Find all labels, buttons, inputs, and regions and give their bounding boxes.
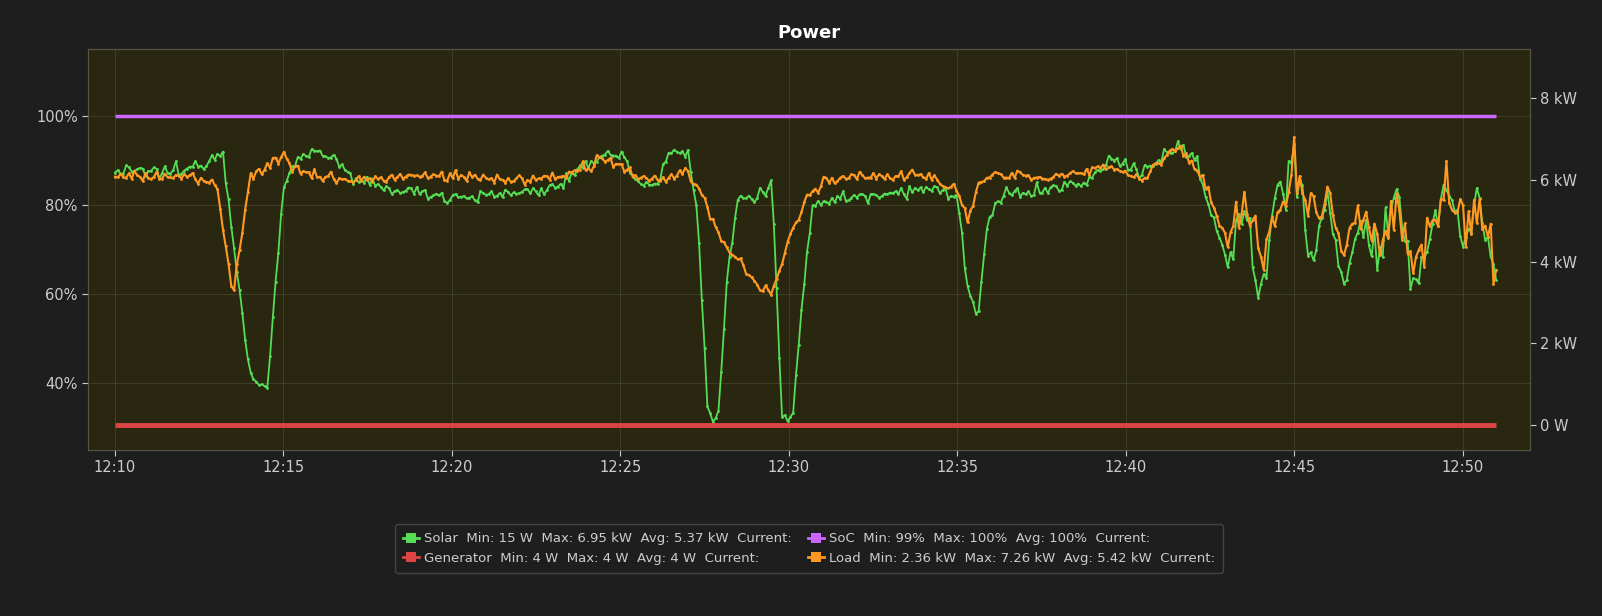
Legend: Solar  Min: 15 W  Max: 6.95 kW  Avg: 5.37 kW  Current:, Generator  Min: 4 W  Max: Solar Min: 15 W Max: 6.95 kW Avg: 5.37 k… [396, 524, 1222, 573]
Title: Power: Power [777, 24, 841, 42]
